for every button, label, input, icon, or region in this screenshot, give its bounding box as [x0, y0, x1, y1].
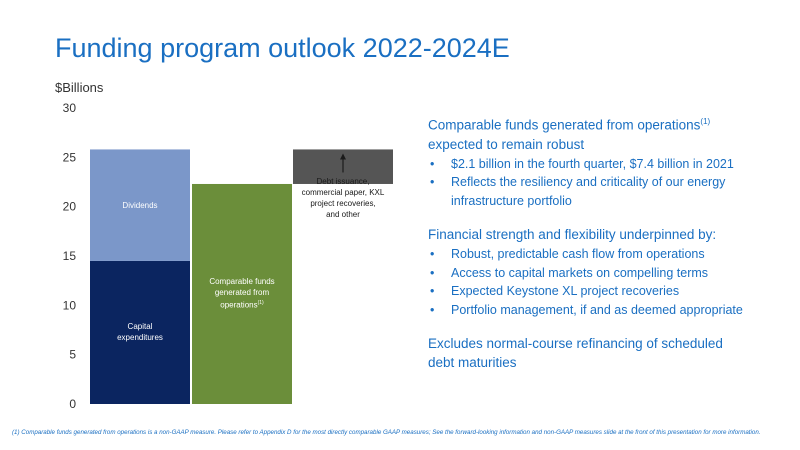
bullet-item: • Expected Keystone XL project recoveries [428, 282, 788, 301]
section-refinancing: Excludes normal-course refinancing of sc… [428, 334, 788, 372]
y-tick-label: 10 [63, 298, 77, 312]
bullet-text: Robust, predictable cash flow from opera… [451, 247, 705, 261]
bullet-item: • $2.1 billion in the fourth quarter, $7.… [428, 155, 788, 174]
bullet-item: • Robust, predictable cash flow from oper… [428, 245, 788, 264]
unit-label: $Billions [55, 80, 104, 95]
bar-segment [192, 183, 292, 404]
y-tick-label: 30 [63, 101, 77, 115]
bullet-item: • Reflects the resiliency and criticality… [428, 173, 788, 210]
bullet-text: Reflects the resiliency and criticality … [451, 175, 726, 208]
page-title: Funding program outlook 2022-2024E [55, 33, 510, 63]
bullet-item: • Portfolio management, if and as deemed … [428, 301, 788, 320]
arrow-up-icon [340, 153, 346, 160]
footnote-ref: (1) [700, 117, 711, 126]
bar-segment-label: Capital expenditures [117, 322, 163, 343]
section-financial-strength: Financial strength and flexibility under… [428, 225, 788, 319]
bullet-item: • Access to capital markets on compelling… [428, 264, 788, 283]
section-heading: Excludes normal-course refinancing of sc… [428, 336, 723, 370]
y-tick-label: 20 [63, 200, 77, 214]
bullet-icon: • [430, 284, 435, 298]
bullet-icon: • [430, 247, 435, 261]
section-heading: Financial strength and flexibility under… [428, 227, 717, 242]
footnote: (1) Comparable funds generated from oper… [12, 429, 761, 436]
bullet-icon: • [430, 156, 435, 171]
bullet-list: • Robust, predictable cash flow from oper… [428, 245, 788, 319]
commentary-panel: Comparable funds generated from operatio… [428, 112, 788, 372]
section-heading: Comparable funds generated from operatio… [428, 112, 788, 154]
bullet-text: Access to capital markets on compelling … [451, 265, 709, 280]
bullet-icon: • [430, 175, 435, 189]
footnote-ref: (1) [257, 300, 264, 307]
bullet-icon: • [430, 302, 435, 317]
bar-segment-label: Comparable funds generated from operatio… [209, 277, 275, 311]
bullet-icon: • [430, 265, 435, 280]
bar-segment-label: Dividends [122, 200, 158, 210]
bar-segment [90, 149, 190, 261]
bullet-text: Portfolio management, if and as deemed a… [451, 302, 743, 317]
y-tick-label: 5 [69, 348, 76, 362]
section-heading-text: Comparable funds generated from operatio… [428, 117, 701, 133]
bullet-list: • $2.1 billion in the fourth quarter, $7.… [428, 155, 788, 211]
section-funds: Comparable funds generated from operatio… [428, 112, 788, 210]
section-heading-cont: expected to remain robust [428, 136, 585, 152]
bar-annotation: Debt issuance, commercial paper, KXL pro… [301, 177, 385, 220]
bar-segment [90, 260, 190, 404]
y-tick-label: 0 [69, 397, 76, 411]
y-tick-label: 25 [63, 150, 77, 164]
bullet-text: Expected Keystone XL project recoveries [451, 284, 680, 298]
y-tick-label: 15 [63, 249, 77, 263]
bullet-text: $2.1 billion in the fourth quarter, $7.4… [451, 156, 734, 171]
